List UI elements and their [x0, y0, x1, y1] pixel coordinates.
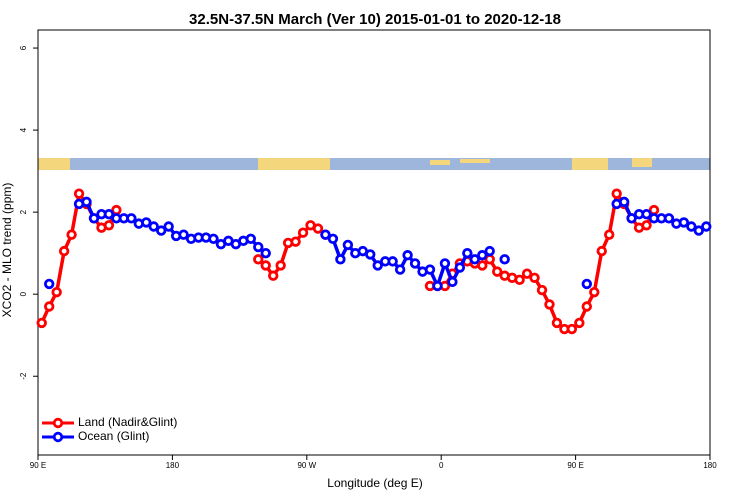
- point: [81, 196, 92, 208]
- point: [432, 280, 443, 292]
- point: [103, 220, 115, 231]
- point: [678, 217, 690, 228]
- x-tick-label: 90 W: [297, 461, 316, 470]
- point: [268, 270, 279, 281]
- point: [701, 221, 712, 232]
- point: [312, 223, 324, 234]
- point: [462, 247, 473, 259]
- plot-frame: [37, 29, 711, 456]
- point: [148, 221, 159, 232]
- y-tick-label: 6: [19, 45, 28, 50]
- x-tick-label: 90 E: [567, 461, 583, 470]
- point: [245, 233, 256, 245]
- point: [141, 217, 152, 228]
- legend-label: Land (Nadir&Glint): [78, 415, 177, 429]
- point: [447, 276, 458, 288]
- point: [596, 245, 607, 257]
- point: [290, 236, 301, 247]
- point: [581, 278, 592, 290]
- point: [686, 221, 697, 232]
- point: [409, 258, 421, 269]
- point: [402, 250, 413, 261]
- point: [566, 323, 578, 335]
- point: [335, 254, 346, 265]
- point: [394, 264, 406, 275]
- point: [499, 254, 510, 265]
- point: [275, 260, 286, 271]
- chart-title: 32.5N-37.5N March (Ver 10) 2015-01-01 to…: [189, 11, 561, 28]
- legend-marker: [52, 417, 64, 429]
- point: [103, 208, 115, 220]
- point: [693, 225, 704, 236]
- point: [66, 229, 77, 240]
- point: [424, 264, 436, 275]
- point: [208, 233, 219, 245]
- point: [484, 245, 495, 257]
- point: [178, 229, 189, 240]
- y-tick-label: 0: [19, 291, 28, 296]
- point: [155, 225, 167, 236]
- y-axis-label: XCO2 - MLO trend (ppm): [0, 183, 14, 318]
- point: [387, 256, 398, 267]
- legend-label: Ocean (Glint): [78, 429, 149, 443]
- point: [574, 317, 585, 329]
- x-tick-label: 90 E: [30, 461, 46, 470]
- point: [536, 284, 548, 296]
- x-tick-label: 180: [703, 461, 717, 470]
- y-tick-label: 4: [19, 127, 28, 132]
- point: [454, 262, 466, 273]
- point: [439, 258, 451, 269]
- point: [44, 278, 55, 290]
- point: [618, 196, 630, 208]
- point: [589, 286, 600, 298]
- point: [297, 227, 309, 238]
- point: [342, 239, 354, 251]
- point: [581, 301, 592, 312]
- point: [320, 229, 331, 240]
- point: [253, 254, 264, 265]
- point: [469, 254, 480, 265]
- point: [163, 221, 174, 232]
- land-ocean-strip: [38, 158, 710, 170]
- point: [327, 233, 339, 245]
- point: [663, 213, 675, 224]
- point: [365, 249, 376, 260]
- point: [514, 274, 525, 286]
- y-tick-label: -2: [19, 372, 28, 380]
- y-tick-label: 2: [19, 209, 28, 214]
- point: [492, 266, 503, 277]
- point: [641, 220, 652, 231]
- point: [44, 301, 55, 312]
- point: [88, 213, 100, 224]
- point: [372, 260, 383, 271]
- legend-marker: [52, 431, 64, 443]
- point: [126, 213, 137, 224]
- point: [73, 188, 85, 199]
- point: [51, 286, 62, 298]
- point: [36, 317, 47, 329]
- point: [260, 260, 271, 271]
- point: [604, 229, 615, 240]
- x-axis-label: Longitude (deg E): [327, 476, 422, 490]
- point: [477, 260, 488, 271]
- point: [529, 272, 540, 283]
- point: [641, 208, 652, 220]
- point: [544, 299, 555, 310]
- x-tick-label: 180: [166, 461, 180, 470]
- point: [253, 241, 264, 253]
- point: [58, 245, 70, 257]
- point: [521, 268, 533, 279]
- x-tick-label: 0: [439, 461, 444, 470]
- point: [611, 188, 622, 199]
- point: [260, 247, 271, 259]
- point: [477, 250, 488, 261]
- point: [626, 213, 637, 224]
- point: [551, 317, 563, 329]
